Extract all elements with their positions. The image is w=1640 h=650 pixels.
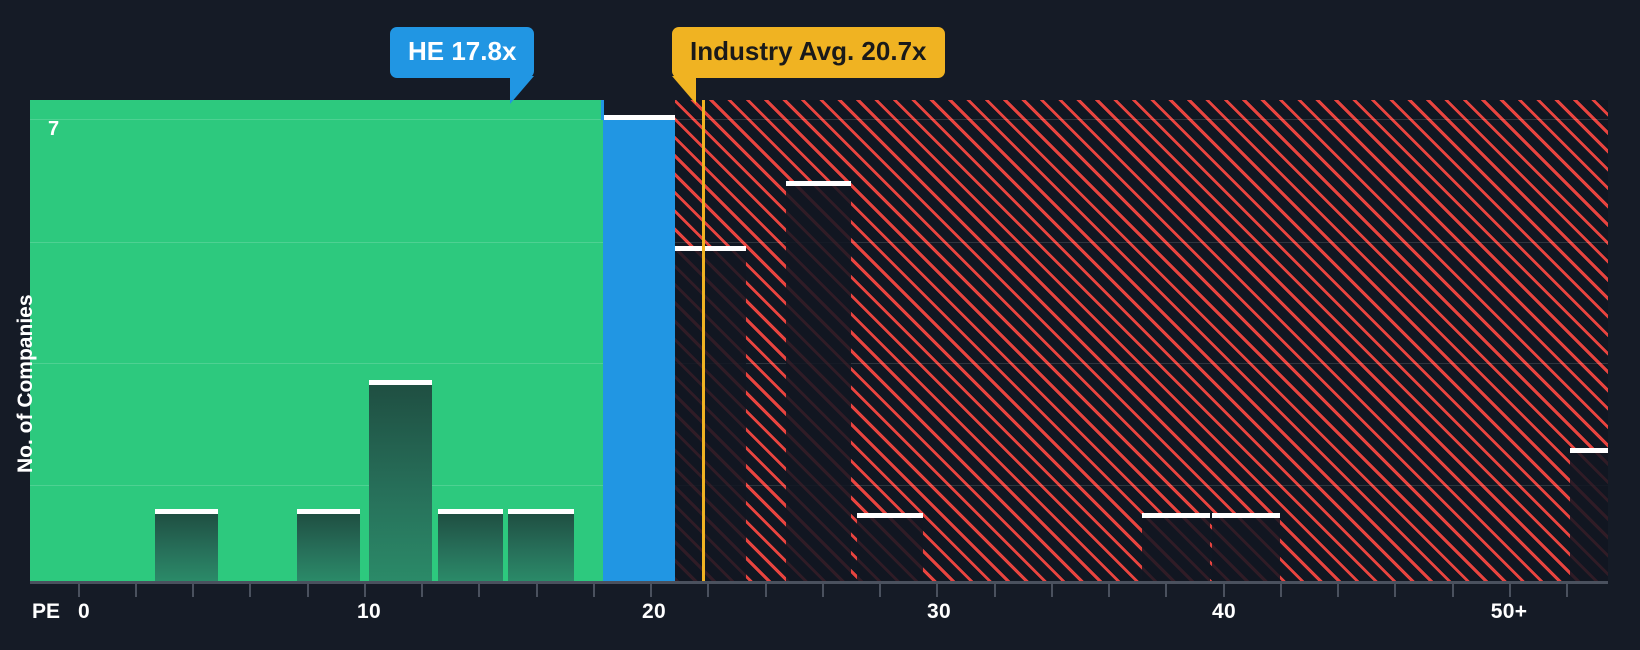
bar-bin-10-12 [369, 380, 432, 581]
x-axis-tick [421, 584, 423, 597]
x-axis-tick [1280, 584, 1282, 597]
x-axis-label-20: 20 [642, 600, 666, 623]
x-axis-tick [1223, 584, 1225, 597]
x-axis-tick [536, 584, 538, 597]
x-axis-tick [249, 584, 251, 597]
bar-bin-50-plus [1570, 448, 1608, 581]
industry-average-callout-label: Industry Avg. 20.7x [690, 36, 927, 66]
x-axis-tick [650, 584, 652, 597]
x-axis-tick [364, 584, 366, 597]
x-axis-prefix-label: PE [32, 600, 61, 623]
bar-bin-14-16 [508, 509, 574, 581]
x-axis-tick [478, 584, 480, 597]
x-axis-tick [707, 584, 709, 597]
x-axis-tick [192, 584, 194, 597]
bar-bin-38-40 [1212, 513, 1280, 581]
he-pe-callout[interactable]: HE 17.8x [390, 27, 535, 105]
x-axis-tick [593, 584, 595, 597]
x-axis-tick [765, 584, 767, 597]
gridline [30, 485, 603, 486]
bar-bin-26-28 [857, 513, 923, 581]
x-axis-tick [1452, 584, 1454, 597]
bar-bin-6-8 [297, 509, 360, 581]
bar-bin-24-26 [786, 181, 851, 581]
y-axis-max-value: 7 [48, 118, 60, 140]
he-marker-line [601, 100, 604, 120]
bar-bin-18-20-highlighted [603, 115, 675, 581]
industry-average-callout[interactable]: Industry Avg. 20.7x [672, 27, 945, 105]
x-axis-tick [936, 584, 938, 597]
x-axis-tick [994, 584, 996, 597]
gridline [30, 119, 603, 120]
x-axis-tick [1509, 584, 1511, 597]
good-value-band [30, 100, 603, 581]
x-axis-tick [1165, 584, 1167, 597]
x-axis-tick [1337, 584, 1339, 597]
x-axis-tick [822, 584, 824, 597]
x-axis-tick [307, 584, 309, 597]
x-axis-label-40: 40 [1212, 600, 1236, 623]
gridline [30, 242, 603, 243]
gridline [30, 363, 603, 364]
x-axis-line [30, 581, 1608, 584]
industry-average-marker-line [702, 100, 705, 581]
x-axis-label-10: 10 [357, 600, 381, 623]
gridline [675, 119, 1608, 120]
x-axis-label-0: 0 [78, 600, 90, 623]
x-axis-label-50p: 50+ [1490, 600, 1528, 623]
x-axis-tick [1566, 584, 1568, 597]
x-axis-tick [78, 584, 80, 597]
x-axis-label-30: 30 [927, 600, 951, 623]
bar-bin-2-4 [155, 509, 218, 581]
y-axis-title: No. of Companies [14, 294, 37, 473]
callout-tail-icon [672, 76, 696, 105]
x-axis-tick [1108, 584, 1110, 597]
y-axis-title-wrapper: No. of Companies [14, 0, 68, 481]
he-pe-callout-label: HE 17.8x [408, 36, 517, 66]
x-axis-tick [1051, 584, 1053, 597]
x-axis-tick [1394, 584, 1396, 597]
bar-bin-20-22 [675, 246, 746, 581]
x-axis-tick [135, 584, 137, 597]
bar-bin-12-14 [438, 509, 503, 581]
bar-bin-36-38 [1142, 513, 1210, 581]
callout-tail-icon [510, 76, 535, 105]
plot-area [30, 100, 1608, 581]
x-axis-tick [879, 584, 881, 597]
